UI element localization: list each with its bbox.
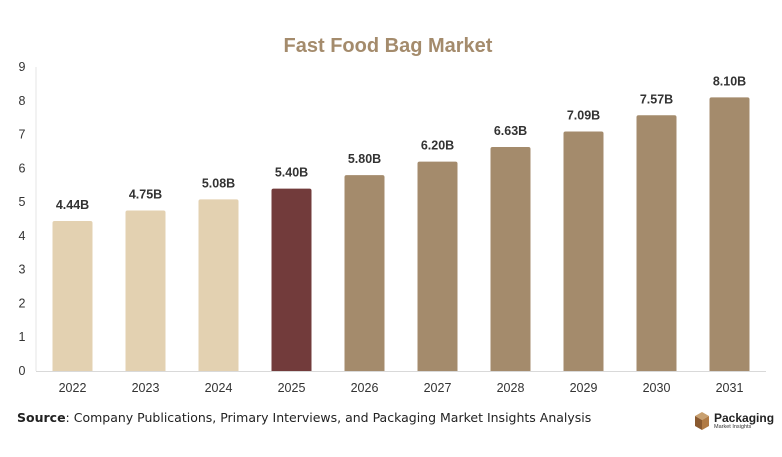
data-label-2029: 7.09B [567, 109, 600, 123]
brand-name: Packaging [714, 410, 775, 425]
data-labels: 4.44B 4.75B 5.08B 5.40B 5.80B 6.20B 6.63B 7.09B… [56, 74, 746, 212]
x-tick-label: 2022 [59, 381, 87, 395]
bar-2030 [636, 115, 677, 372]
bar-2027 [417, 161, 458, 371]
x-tick-label: 2025 [278, 381, 306, 395]
source-note: Source: Company Publications, Primary In… [17, 410, 591, 425]
x-tick-label: 2027 [424, 381, 452, 395]
x-tick-label: 2026 [351, 381, 379, 395]
x-tick-label: 2023 [132, 381, 160, 395]
bar-2026 [344, 175, 385, 371]
y-tick-label: 5 [19, 195, 26, 209]
data-label-2025: 5.40B [275, 166, 308, 180]
data-label-2023: 4.75B [129, 188, 162, 202]
bar-2031 [709, 97, 750, 372]
source-text: : Company Publications, Primary Intervie… [65, 410, 592, 425]
bar-series [52, 97, 750, 372]
brand-logo: Packaging Market Insights [694, 408, 774, 434]
y-tick-label: 0 [19, 364, 26, 378]
y-tick-label: 9 [19, 60, 26, 74]
y-tick-label: 4 [19, 229, 26, 243]
bar-2029 [563, 131, 604, 371]
x-tick-label: 2029 [570, 381, 598, 395]
y-tick-label: 1 [19, 330, 26, 344]
y-tick-label: 3 [19, 263, 26, 277]
data-label-2026: 5.80B [348, 152, 381, 166]
x-axis-ticks: 2022 2023 2024 2025 2026 2027 2028 2029 2030 2031 [59, 381, 744, 395]
bar-2023 [125, 210, 166, 371]
data-label-2027: 6.20B [421, 139, 454, 153]
bar-2022 [52, 221, 93, 371]
y-tick-label: 8 [19, 94, 26, 108]
y-tick-label: 2 [19, 296, 26, 310]
y-tick-label: 7 [19, 128, 26, 142]
x-tick-label: 2024 [205, 381, 233, 395]
data-label-2030: 7.57B [640, 92, 673, 106]
data-label-2024: 5.08B [202, 176, 235, 190]
brand-tagline: Market Insights [714, 423, 752, 430]
data-label-2022: 4.44B [56, 198, 89, 212]
source-label: Source [17, 410, 66, 425]
chart-title: Fast Food Bag Market [284, 35, 493, 57]
y-tick-label: 6 [19, 161, 26, 175]
data-label-2028: 6.63B [494, 124, 527, 138]
y-axis-ticks: 0 1 2 3 4 5 6 7 8 9 [19, 60, 26, 378]
x-tick-label: 2030 [643, 381, 671, 395]
box-logo-icon [695, 412, 709, 430]
bar-2028 [490, 147, 531, 371]
x-tick-label: 2028 [497, 381, 525, 395]
data-label-2031: 8.10B [713, 74, 746, 88]
bar-2025 [271, 188, 312, 371]
x-tick-label: 2031 [716, 381, 744, 395]
bar-chart: Fast Food Bag Market 0 1 2 3 4 5 6 7 8 9 4.44B 4.7… [19, 35, 766, 395]
bar-2024 [198, 199, 239, 371]
